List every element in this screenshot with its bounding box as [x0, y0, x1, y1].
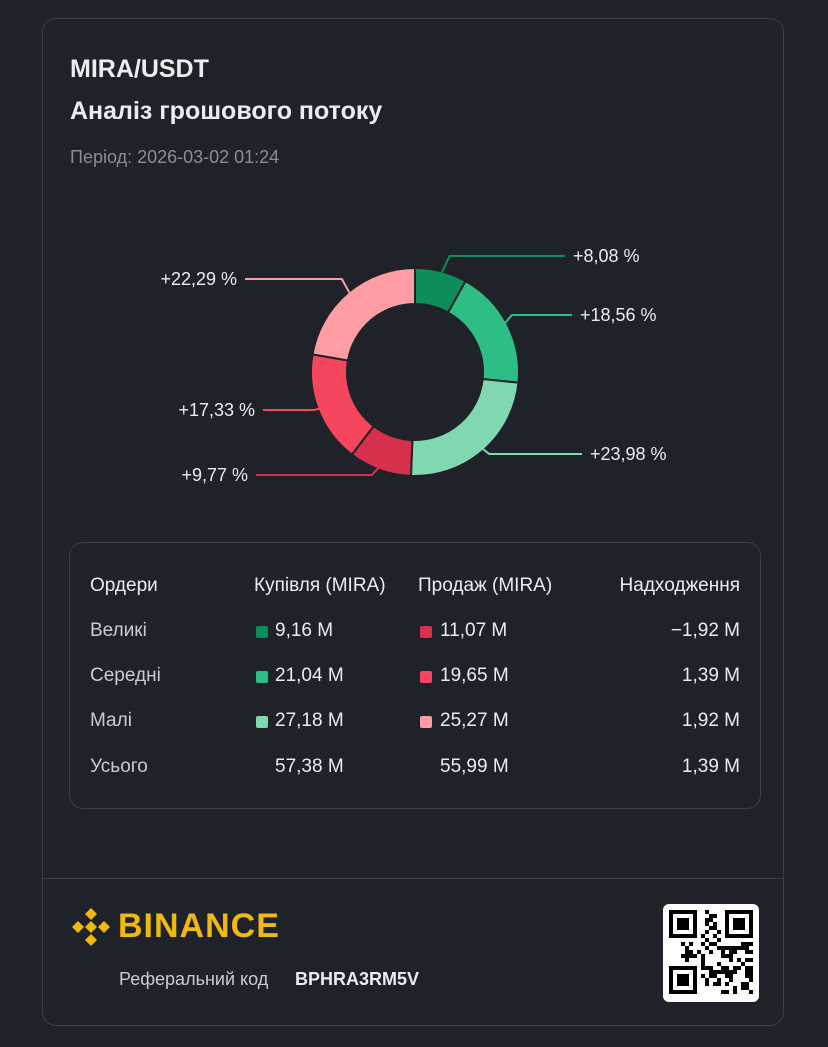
slice-label-5: +22,29 % — [160, 269, 237, 289]
period-label: Період: 2026-03-02 01:24 — [70, 147, 280, 167]
sell-large-value: 11,07 M — [440, 620, 508, 641]
referral-code: BPHRA3RM5V — [295, 969, 420, 989]
slice-label-0: +8,08 % — [573, 246, 640, 266]
header-buy: Купівля (MIRA) — [254, 575, 386, 596]
sell-small-swatch — [420, 716, 432, 728]
qr-code-icon — [663, 904, 759, 1002]
leader-line-3 — [256, 463, 383, 476]
buy-medium-swatch — [256, 671, 268, 683]
binance-logo-icon — [72, 908, 110, 946]
page-title: Аналіз грошового потоку — [70, 97, 383, 125]
donut-chart: +8,08 % +18,56 % +23,98 % +9,77 % +17,33 % +2… — [160, 246, 667, 485]
row-medium-label: Середні — [90, 665, 161, 686]
sell-medium-swatch — [420, 671, 432, 683]
slice-label-4: +17,33 % — [178, 400, 255, 420]
leader-line-2 — [478, 445, 582, 455]
slice-label-3: +9,77 % — [181, 465, 248, 485]
buy-small-value: 27,18 M — [275, 710, 344, 731]
leader-line-4 — [263, 406, 324, 411]
leader-line-5 — [245, 278, 353, 298]
buy-total-value: 57,38 M — [275, 756, 344, 777]
sell-large-swatch — [420, 626, 432, 638]
brand-name: BINANCE — [118, 907, 280, 945]
donut-slice-5 — [311, 266, 416, 362]
buy-large-swatch — [256, 626, 268, 638]
header-sell: Продаж (MIRA) — [418, 575, 553, 596]
inflow-large-value: −1,92 M — [670, 620, 740, 641]
header-inflow: Надходження — [619, 575, 740, 596]
leader-line-0 — [438, 255, 565, 278]
sell-total-value: 55,99 M — [440, 756, 509, 777]
slice-label-2: +23,98 % — [590, 444, 667, 464]
orders-table: Ордери Купівля (MIRA) Продаж (MIRA) Надх… — [69, 542, 761, 809]
inflow-small-value: 1,92 M — [681, 710, 740, 731]
inflow-medium-value: 1,39 M — [681, 665, 740, 686]
slice-label-1: +18,56 % — [580, 305, 657, 325]
money-flow-card: MIRA/USDT Аналіз грошового потоку Період… — [42, 18, 784, 1026]
buy-small-swatch — [256, 716, 268, 728]
pair-title: MIRA/USDT — [70, 55, 209, 83]
buy-medium-value: 21,04 M — [275, 665, 344, 686]
row-small-label: Малі — [90, 710, 132, 731]
donut-slice-2 — [409, 377, 520, 477]
donut-slice-1 — [446, 279, 520, 384]
inflow-total-value: 1,39 M — [681, 756, 740, 777]
referral-label: Реферальний код — [119, 969, 269, 989]
leader-line-1 — [501, 314, 572, 328]
donut-slice-4 — [310, 353, 376, 457]
row-total-label: Усього — [90, 756, 148, 777]
footer-divider — [43, 878, 783, 879]
buy-large-value: 9,16 M — [275, 620, 334, 641]
sell-small-value: 25,27 M — [440, 710, 509, 731]
header-orders: Ордери — [90, 575, 158, 596]
sell-medium-value: 19,65 M — [440, 665, 509, 686]
row-large-label: Великі — [90, 620, 147, 641]
